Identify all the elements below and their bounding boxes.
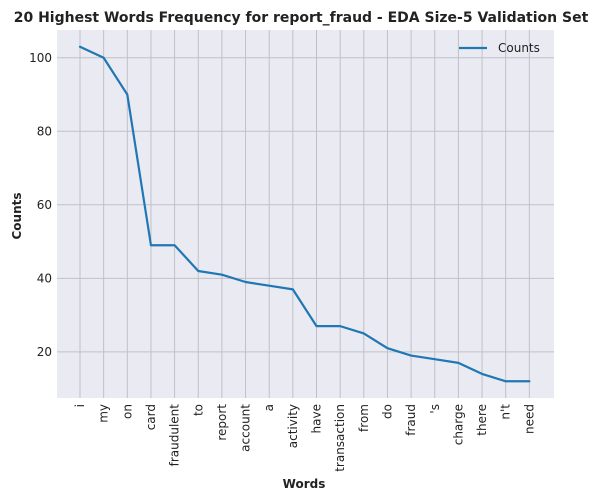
x-tick-label: report bbox=[215, 404, 229, 441]
data-point bbox=[197, 270, 199, 272]
x-tick-label: on bbox=[120, 404, 134, 419]
data-point bbox=[174, 244, 176, 246]
x-tick-label: transaction bbox=[333, 404, 347, 472]
y-axis-label: Counts bbox=[10, 192, 24, 239]
y-tick-label: 20 bbox=[37, 345, 52, 359]
y-tick-label: 80 bbox=[37, 124, 52, 138]
x-tick-label: n't bbox=[499, 404, 513, 420]
x-tick-label: activity bbox=[286, 404, 300, 448]
chart-title: 20 Highest Words Frequency for report_fr… bbox=[14, 10, 589, 26]
x-tick-label: i bbox=[73, 404, 87, 407]
y-tick-label: 60 bbox=[37, 198, 52, 212]
x-tick-label: to bbox=[191, 404, 205, 416]
x-tick-label: have bbox=[310, 404, 324, 433]
y-tick-label: 40 bbox=[37, 271, 52, 285]
y-tick-label: 100 bbox=[29, 51, 52, 65]
x-tick-label: from bbox=[357, 404, 371, 432]
x-tick-label: fraudulent bbox=[168, 404, 182, 467]
data-point bbox=[268, 285, 270, 287]
data-point bbox=[481, 373, 483, 375]
x-tick-label: 's bbox=[428, 404, 442, 414]
legend-label-counts: Counts bbox=[498, 41, 540, 55]
data-point bbox=[150, 244, 152, 246]
data-point bbox=[221, 274, 223, 276]
x-axis-label: Words bbox=[283, 477, 326, 491]
data-point bbox=[339, 325, 341, 327]
x-tick-label: fraud bbox=[404, 404, 418, 436]
y-axis-ticks: 20 40 60 80 100 bbox=[29, 51, 52, 359]
plot-area bbox=[57, 30, 554, 398]
data-point bbox=[457, 362, 459, 364]
data-point bbox=[505, 380, 507, 382]
x-tick-label: do bbox=[380, 404, 394, 419]
data-point bbox=[410, 355, 412, 357]
data-point bbox=[316, 325, 318, 327]
x-tick-label: a bbox=[262, 404, 276, 411]
data-point bbox=[386, 347, 388, 349]
data-point bbox=[126, 94, 128, 96]
data-point bbox=[292, 288, 294, 290]
x-tick-label: there bbox=[475, 404, 489, 436]
x-tick-label: need bbox=[522, 404, 536, 434]
x-tick-label: card bbox=[144, 404, 158, 430]
x-tick-label: my bbox=[97, 404, 111, 423]
data-point bbox=[245, 281, 247, 283]
data-point bbox=[79, 46, 81, 48]
x-axis-ticks: i my on card fraudulent to report account a activ… bbox=[73, 404, 536, 472]
data-point bbox=[528, 380, 530, 382]
data-point bbox=[434, 358, 436, 360]
x-tick-label: charge bbox=[451, 404, 465, 445]
x-tick-label: account bbox=[239, 404, 253, 452]
data-point bbox=[363, 332, 365, 334]
data-point bbox=[103, 57, 105, 59]
